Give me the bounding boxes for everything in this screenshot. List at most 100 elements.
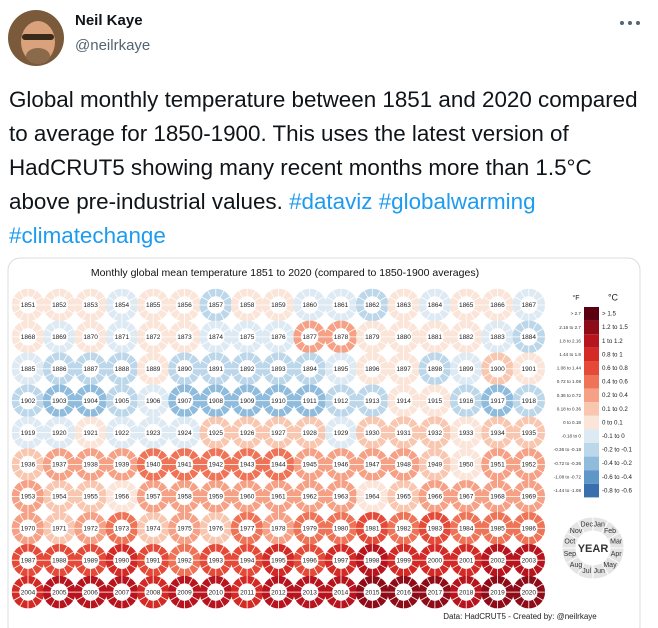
segment-divider	[426, 439, 431, 448]
segment-divider	[31, 503, 37, 511]
segment-divider	[426, 290, 431, 298]
segment-divider	[251, 567, 256, 575]
segment-divider	[232, 468, 240, 474]
year-label: 1906	[146, 398, 161, 405]
more-menu[interactable]	[618, 18, 642, 28]
segment-divider	[31, 418, 37, 426]
segment-divider	[344, 577, 350, 585]
segment-divider	[316, 392, 325, 397]
segment-divider	[473, 583, 481, 589]
segment-divider	[285, 596, 293, 601]
segment-divider	[82, 599, 87, 607]
segment-divider	[222, 583, 231, 589]
segment-divider	[175, 513, 181, 522]
segment-divider	[144, 481, 150, 490]
legend-f-label: 0.72 to 1.08	[557, 379, 582, 384]
segment-divider	[357, 404, 366, 410]
segment-divider	[332, 599, 338, 607]
month-label: Dec	[581, 522, 594, 529]
segment-divider	[63, 481, 68, 490]
segment-divider	[363, 471, 369, 479]
segment-divider	[44, 340, 53, 346]
year-label: 1905	[115, 398, 130, 405]
segment-divider	[316, 455, 325, 461]
segment-divider	[473, 308, 481, 314]
segment-divider	[129, 455, 137, 461]
segment-divider	[222, 340, 231, 346]
segment-divider	[332, 535, 338, 543]
segment-divider	[97, 340, 106, 346]
segment-divider	[438, 450, 444, 458]
segment-divider	[379, 372, 387, 378]
segment-divider	[76, 436, 84, 442]
segment-divider	[438, 418, 444, 426]
segment-divider	[344, 322, 350, 330]
year-label: 1869	[52, 334, 67, 341]
year-label: 1994	[240, 557, 255, 564]
tweet-text: Global monthly temperature between 1851 …	[9, 83, 639, 253]
segment-divider	[44, 551, 53, 557]
segment-divider	[50, 471, 56, 479]
legend-swatch	[584, 375, 599, 389]
segment-divider	[301, 577, 306, 585]
hashtag[interactable]: #dataviz	[289, 189, 373, 214]
author-name[interactable]: Neil Kaye	[75, 12, 143, 29]
segment-divider	[316, 487, 325, 493]
segment-divider	[376, 322, 381, 330]
year-label: 1854	[115, 302, 130, 309]
year-label: 1996	[302, 557, 317, 564]
segment-divider	[238, 354, 244, 362]
segment-divider	[222, 436, 231, 442]
segment-divider	[470, 375, 475, 384]
segment-divider	[254, 564, 262, 569]
year-label: 1918	[522, 398, 537, 405]
segment-divider	[326, 532, 334, 537]
segment-divider	[420, 372, 428, 378]
avatar[interactable]	[8, 10, 64, 66]
segment-divider	[295, 328, 303, 333]
segment-divider	[504, 596, 512, 601]
chart-title: Monthly global mean temperature 1851 to …	[91, 267, 479, 279]
segment-divider	[344, 599, 350, 607]
segment-divider	[282, 599, 287, 607]
year-label: 1974	[146, 526, 161, 533]
segment-divider	[107, 455, 115, 461]
year-label: 1939	[115, 462, 130, 469]
segment-divider	[138, 455, 147, 461]
segment-divider	[316, 372, 325, 378]
segment-divider	[50, 439, 56, 448]
segment-divider	[410, 328, 419, 333]
segment-divider	[395, 545, 400, 554]
segment-divider	[282, 577, 287, 585]
segment-divider	[326, 360, 334, 365]
year-label: 1871	[115, 334, 130, 341]
segment-divider	[282, 503, 287, 511]
segment-divider	[269, 577, 275, 585]
segment-divider	[207, 344, 212, 352]
segment-divider	[138, 487, 147, 493]
year-label: 1944	[271, 462, 286, 469]
segment-divider	[457, 439, 463, 448]
segment-divider	[269, 599, 275, 607]
year-label: 1873	[177, 334, 192, 341]
segment-divider	[473, 392, 481, 397]
author-handle[interactable]: @neilrkaye	[75, 37, 151, 54]
segment-divider	[63, 312, 68, 320]
segment-divider	[410, 372, 419, 378]
hashtag[interactable]: #climatechange	[9, 223, 166, 248]
year-label: 1984	[459, 526, 474, 533]
segment-divider	[395, 450, 400, 458]
segment-divider	[160, 551, 168, 557]
year-label: 1892	[240, 366, 255, 373]
segment-divider	[82, 312, 87, 320]
segment-divider	[442, 551, 450, 557]
segment-divider	[107, 500, 115, 505]
hashtag[interactable]: #globalwarming	[378, 189, 536, 214]
segment-divider	[107, 372, 115, 378]
segment-divider	[175, 471, 181, 479]
segment-divider	[238, 344, 244, 352]
segment-divider	[451, 468, 460, 474]
segment-divider	[50, 322, 56, 330]
segment-divider	[138, 436, 147, 442]
segment-divider	[395, 354, 400, 362]
